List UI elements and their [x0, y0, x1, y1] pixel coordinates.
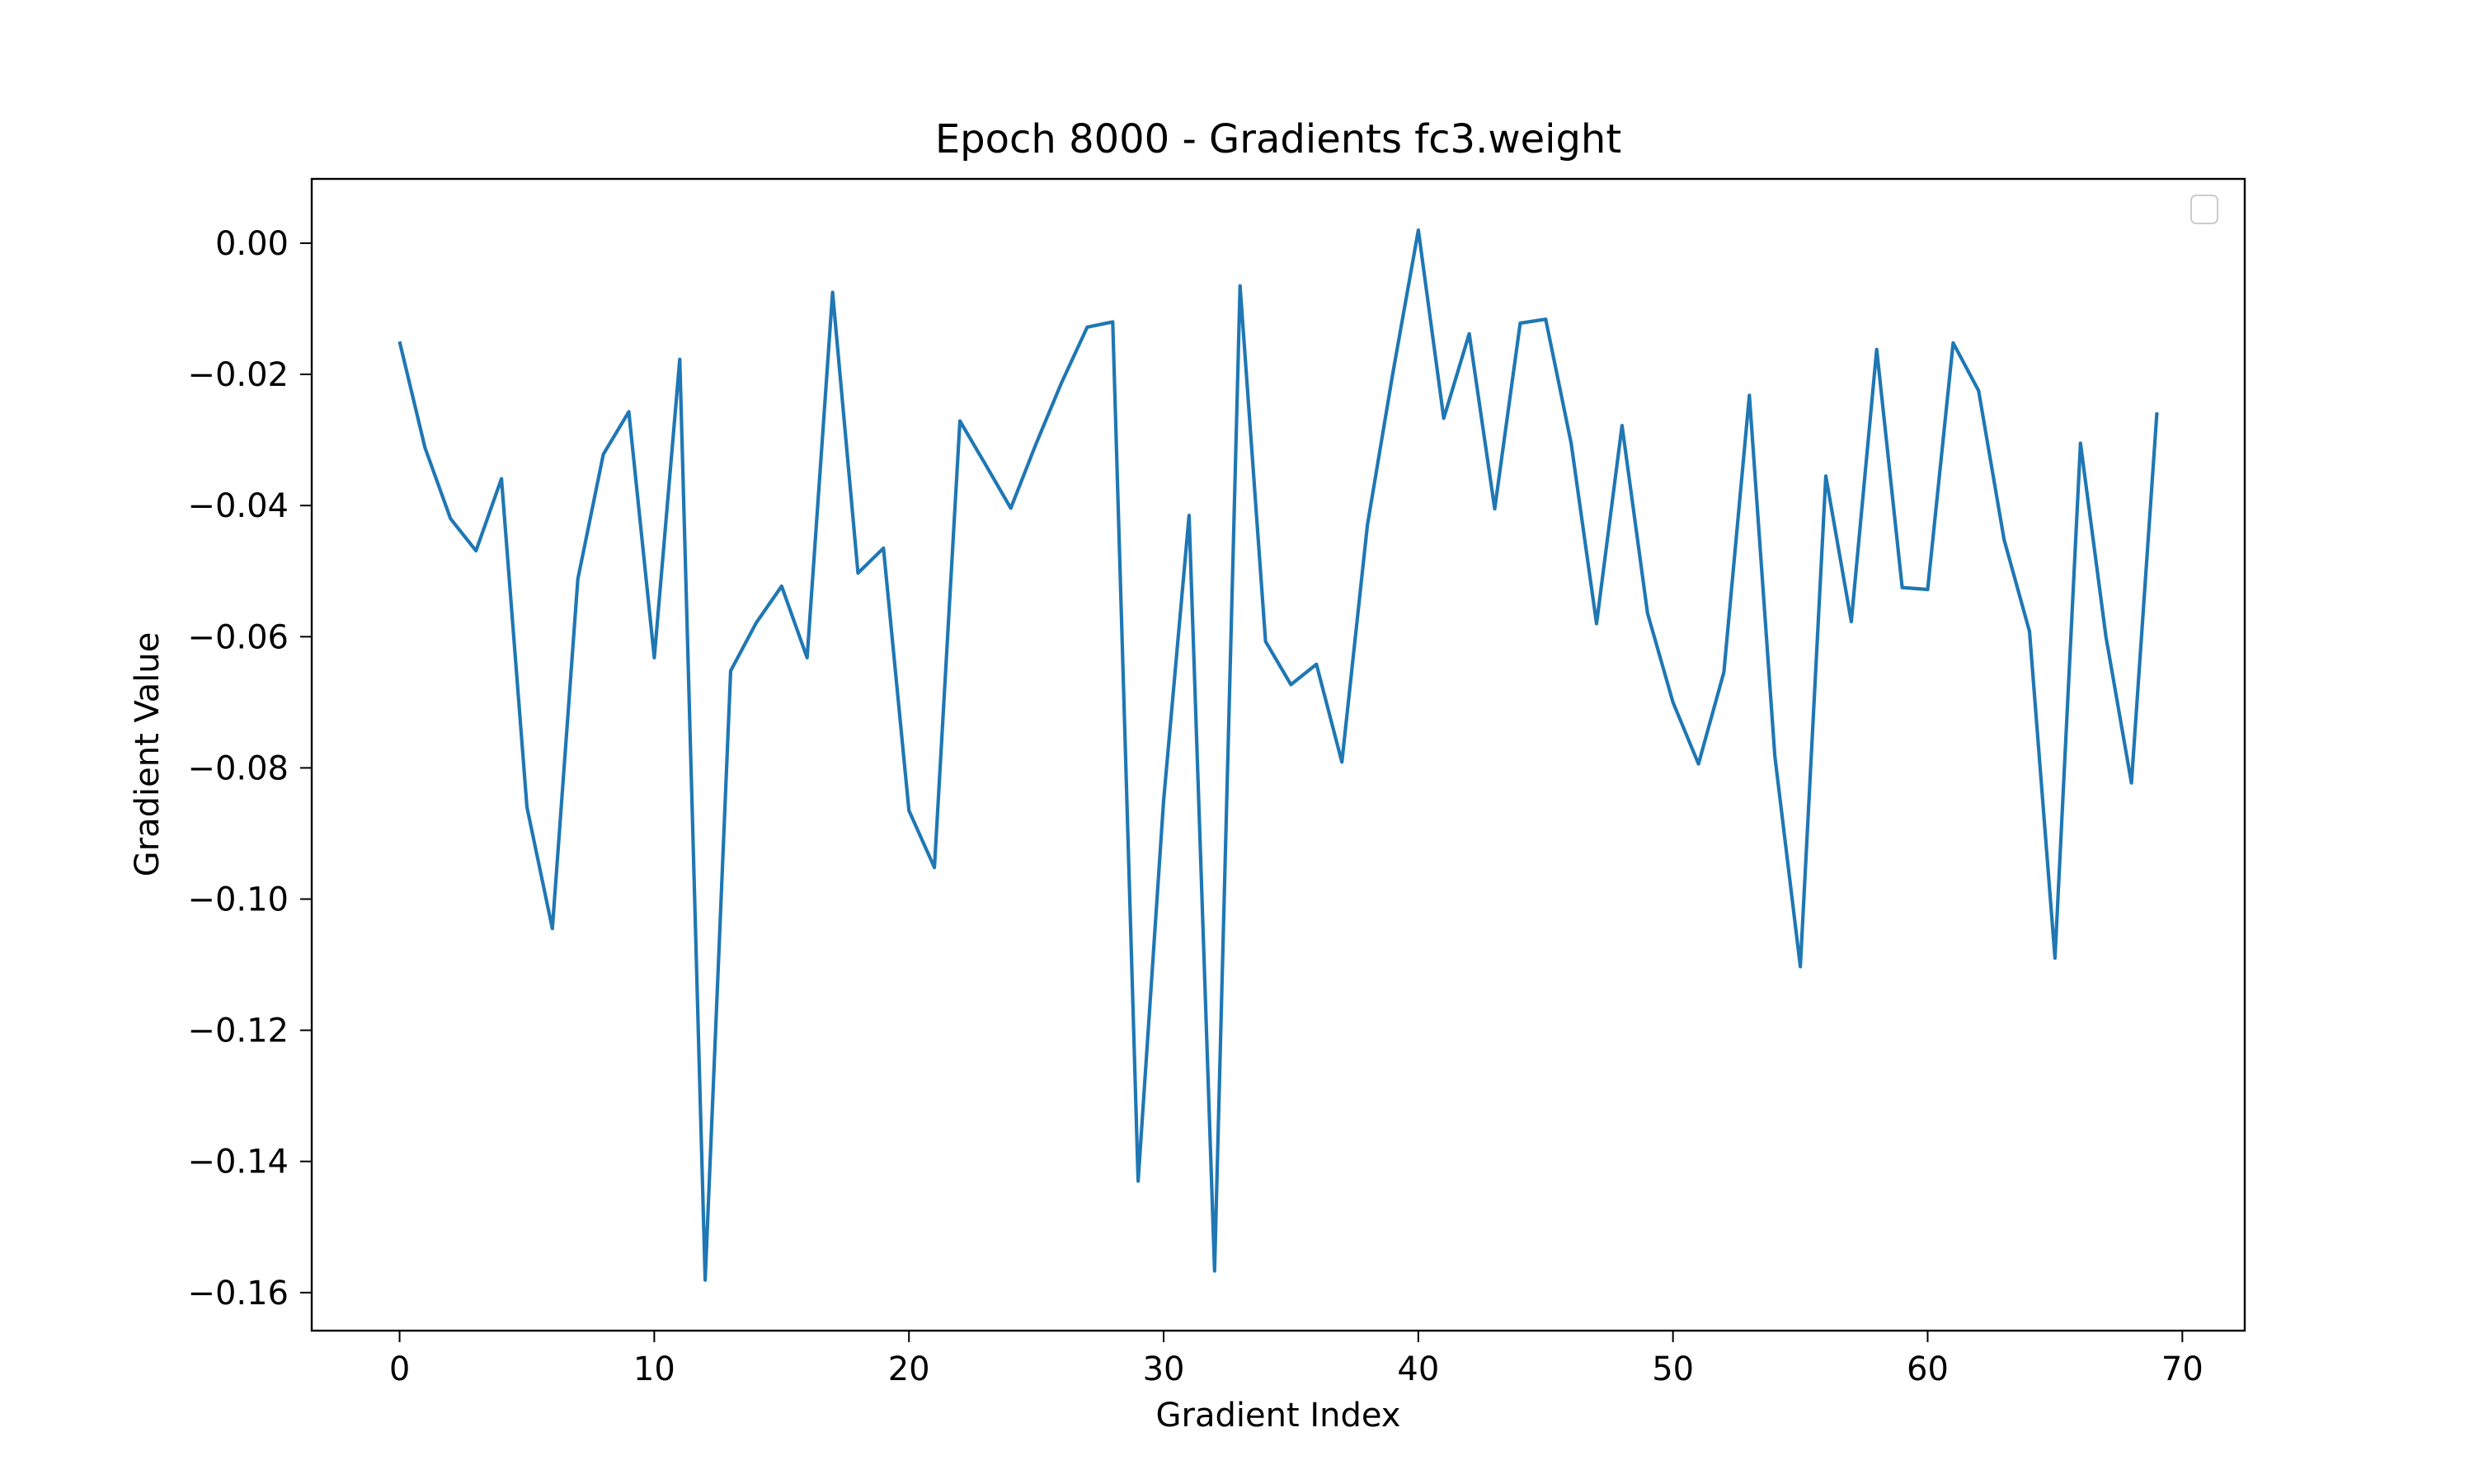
y-tick-label: −0.02 [187, 356, 289, 394]
y-tick-label: −0.12 [187, 1012, 289, 1050]
x-tick-label: 40 [1397, 1350, 1439, 1388]
series-line [397, 228, 2159, 1282]
y-tick-label: −0.16 [187, 1275, 289, 1313]
plot-area: 0 10 20 30 40 50 60 70 0.00 −0.02 −0.04 −0.06 −0.08 −… [187, 177, 2246, 1388]
y-tick-label: −0.10 [187, 881, 289, 919]
x-tick-label: 10 [633, 1350, 675, 1388]
x-tick-label: 30 [1143, 1350, 1185, 1388]
y-axis-label: Gradient Value [129, 632, 167, 877]
x-tick-label: 0 [389, 1350, 410, 1388]
y-tick-label: −0.06 [187, 618, 289, 656]
x-tick-label: 20 [888, 1350, 930, 1388]
x-axis-label: Gradient Index [1156, 1397, 1401, 1435]
legend-box [2190, 195, 2218, 224]
y-tick-label: 0.00 [215, 225, 289, 263]
x-tick-label: 60 [1907, 1350, 1949, 1388]
y-tick-label: −0.08 [187, 749, 289, 787]
chart-title: Epoch 8000 - Gradients fc3.weight [935, 116, 1621, 162]
x-tick-label: 50 [1652, 1350, 1694, 1388]
plot-frame [310, 177, 2246, 1332]
y-tick-label: −0.14 [187, 1144, 289, 1181]
y-tick-label: −0.04 [187, 487, 289, 525]
x-tick-label: 70 [2161, 1350, 2204, 1388]
